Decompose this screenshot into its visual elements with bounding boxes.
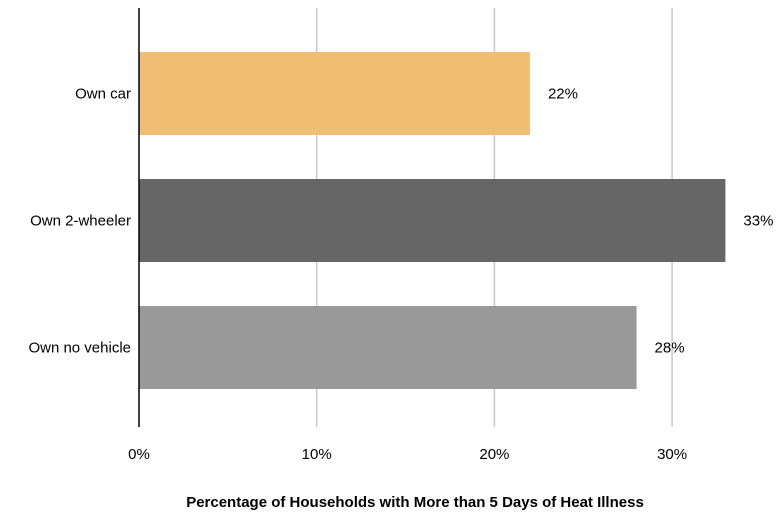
x-tick-label-3: 30% xyxy=(657,446,687,463)
x-tick-labels: 0% 10% 20% 30% xyxy=(128,446,687,463)
x-axis-title: Percentage of Households with More than … xyxy=(186,494,644,511)
x-tick-label-0: 0% xyxy=(128,446,150,463)
category-label-own-no-vehicle: Own no vehicle xyxy=(28,340,131,357)
bars xyxy=(139,52,726,389)
x-tick-label-2: 20% xyxy=(479,446,509,463)
category-label-own-2-wheeler: Own 2-wheeler xyxy=(30,213,131,230)
bar-own-2-wheeler xyxy=(139,179,726,262)
data-labels: 22% 33% 28% xyxy=(548,86,774,357)
bar-own-no-vehicle xyxy=(139,306,637,389)
bar-own-car xyxy=(139,52,530,135)
data-label-own-no-vehicle: 28% xyxy=(655,340,685,357)
data-label-own-2-wheeler: 33% xyxy=(743,213,773,230)
category-labels: Own car Own 2-wheeler Own no vehicle xyxy=(28,86,131,357)
category-label-own-car: Own car xyxy=(75,86,131,103)
data-label-own-car: 22% xyxy=(548,86,578,103)
x-tick-label-1: 10% xyxy=(302,446,332,463)
